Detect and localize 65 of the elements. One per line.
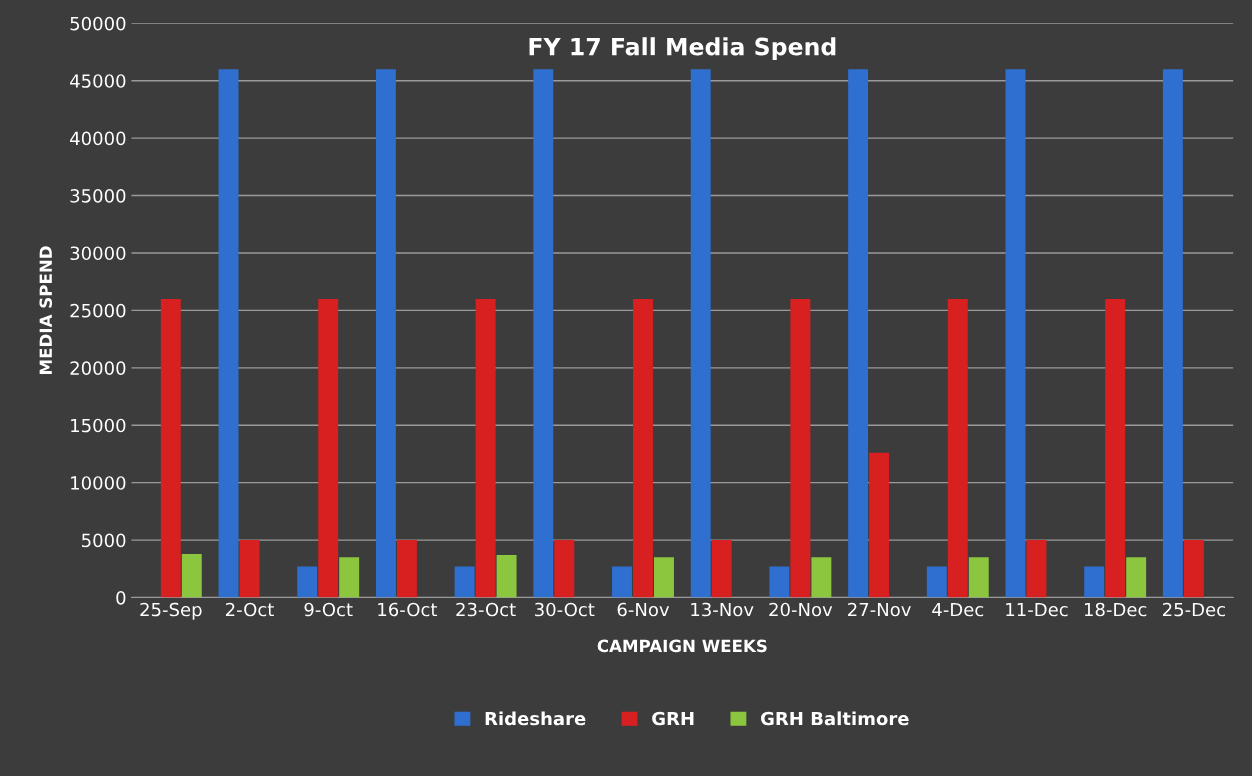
bar — [612, 566, 632, 598]
bar — [297, 566, 318, 598]
bar — [375, 69, 396, 598]
bar — [1183, 540, 1204, 598]
legend-label: GRH — [652, 711, 694, 726]
y-tick-label: 5000 — [82, 533, 126, 548]
bar — [160, 298, 181, 598]
bar — [218, 69, 239, 598]
bar — [554, 540, 575, 598]
bar — [848, 69, 869, 598]
y-tick-label: 50000 — [70, 16, 126, 31]
bar — [711, 540, 732, 598]
y-tick-label: 35000 — [70, 189, 126, 203]
y-tick-label: 15000 — [71, 418, 126, 433]
legend-label: GRH Baltimore — [760, 711, 909, 726]
y-tick-label: 40000 — [70, 131, 126, 146]
bar — [869, 452, 890, 598]
bar — [318, 298, 339, 598]
bar — [339, 557, 360, 598]
bar — [496, 555, 517, 598]
y-tick-label: 10000 — [71, 476, 126, 490]
bar — [181, 553, 202, 598]
bar — [811, 557, 832, 598]
x-tick-label: 11-Dec — [1006, 602, 1068, 617]
x-tick-label: 9-Oct — [304, 602, 353, 617]
bar — [769, 566, 790, 598]
bar — [926, 566, 947, 598]
bar — [1084, 566, 1105, 598]
bar — [633, 298, 653, 598]
bar — [1126, 557, 1147, 598]
x-tick-label: 23-Oct — [456, 602, 516, 617]
x-tick-label: 20-Nov — [769, 602, 833, 617]
y-tick-label: 0 — [116, 590, 126, 605]
x-tick-label: 4-Dec — [932, 602, 984, 617]
y-tick-label: 25000 — [70, 303, 126, 318]
x-tick-label: 30-Oct — [535, 602, 595, 617]
bar — [654, 557, 674, 598]
x-tick-label: 25-Sep — [140, 602, 202, 620]
bar — [1005, 69, 1026, 598]
x-tick-label: 2-Oct — [225, 602, 274, 617]
x-tick-label: 6-Nov — [617, 602, 670, 617]
y-axis-title: MEDIA SPEND — [39, 246, 53, 374]
y-tick-label: 30000 — [70, 246, 126, 261]
x-axis-title: CAMPAIGN WEEKS — [597, 639, 767, 653]
text: FY 17 Fall Media Spend — [529, 37, 836, 61]
bar — [1162, 69, 1183, 598]
bar — [947, 298, 968, 598]
x-tick-label: 25-Dec — [1162, 602, 1225, 617]
bar — [454, 566, 475, 598]
bar — [968, 557, 989, 598]
bar — [239, 540, 260, 598]
y-tick-label: 45000 — [70, 74, 126, 88]
bar — [690, 69, 711, 598]
y-tick-label: 20000 — [70, 361, 126, 375]
bar — [533, 69, 554, 598]
bar — [475, 298, 496, 598]
bar — [396, 540, 417, 598]
bar — [790, 298, 811, 598]
legend-label: Rideshare — [485, 711, 586, 726]
bar — [1105, 298, 1126, 598]
bar — [1026, 540, 1047, 598]
x-tick-label: 16-Oct — [378, 602, 438, 617]
x-tick-label: 27-Nov — [848, 602, 911, 617]
x-tick-label: 13-Nov — [691, 602, 754, 617]
x-tick-label: 18-Dec — [1084, 602, 1147, 617]
